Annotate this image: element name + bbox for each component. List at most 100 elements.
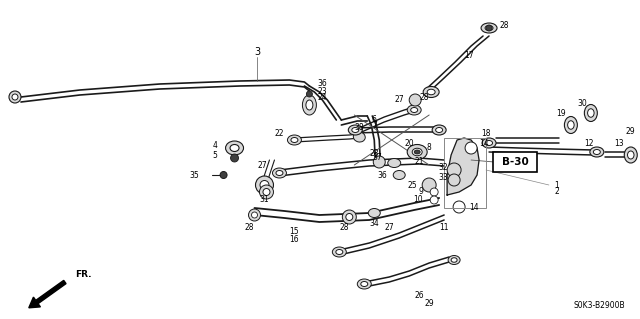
Text: 19: 19 (556, 108, 566, 117)
Ellipse shape (291, 137, 298, 143)
Ellipse shape (353, 132, 365, 142)
Polygon shape (447, 138, 479, 195)
Circle shape (346, 213, 353, 220)
Text: 1: 1 (554, 181, 559, 189)
Text: FR.: FR. (75, 270, 92, 279)
Text: 26: 26 (414, 291, 424, 300)
Circle shape (447, 163, 461, 177)
Ellipse shape (276, 170, 283, 175)
Ellipse shape (411, 108, 418, 113)
Text: 11: 11 (440, 224, 449, 233)
Ellipse shape (568, 121, 574, 129)
Ellipse shape (407, 145, 427, 160)
Text: 29: 29 (424, 299, 434, 308)
Circle shape (342, 210, 356, 224)
Text: 7: 7 (372, 122, 377, 130)
Ellipse shape (482, 138, 496, 148)
Bar (444, 138, 486, 208)
Circle shape (465, 142, 477, 154)
Circle shape (430, 196, 438, 204)
Ellipse shape (584, 105, 597, 122)
Ellipse shape (628, 151, 634, 159)
Ellipse shape (564, 116, 577, 133)
Ellipse shape (448, 256, 460, 264)
Ellipse shape (588, 109, 594, 117)
Text: 18: 18 (481, 129, 491, 137)
Text: 37: 37 (372, 153, 382, 162)
Text: 5: 5 (212, 151, 218, 160)
Ellipse shape (407, 105, 421, 115)
Circle shape (263, 189, 270, 196)
Text: 36: 36 (378, 170, 387, 180)
Circle shape (9, 91, 21, 103)
Text: 33: 33 (438, 173, 448, 182)
Ellipse shape (388, 159, 401, 167)
Text: 21: 21 (415, 158, 424, 167)
Text: 31: 31 (260, 196, 269, 204)
Text: 32: 32 (438, 164, 448, 173)
Text: B-30: B-30 (502, 157, 529, 167)
Ellipse shape (361, 281, 368, 286)
Text: 29: 29 (626, 128, 636, 137)
Ellipse shape (590, 147, 604, 157)
Circle shape (430, 188, 438, 196)
Ellipse shape (306, 100, 313, 110)
Circle shape (220, 172, 227, 179)
Ellipse shape (368, 209, 380, 218)
Ellipse shape (485, 26, 493, 31)
Ellipse shape (423, 86, 439, 98)
Circle shape (260, 181, 269, 189)
Ellipse shape (303, 95, 316, 115)
Ellipse shape (486, 140, 493, 145)
Ellipse shape (287, 135, 301, 145)
Text: 15: 15 (290, 227, 300, 236)
Text: S0K3-B2900B: S0K3-B2900B (574, 300, 625, 309)
Text: 20: 20 (404, 138, 414, 147)
Text: 2: 2 (554, 188, 559, 197)
Text: 28: 28 (499, 20, 509, 29)
Text: 16: 16 (290, 235, 300, 244)
Text: 14: 14 (479, 138, 489, 147)
Circle shape (453, 201, 465, 213)
Circle shape (307, 91, 312, 97)
Text: 28: 28 (369, 149, 379, 158)
Text: 30: 30 (577, 99, 587, 108)
Circle shape (373, 156, 385, 168)
Ellipse shape (336, 249, 343, 255)
Circle shape (252, 212, 257, 218)
Ellipse shape (624, 147, 637, 163)
Circle shape (448, 174, 460, 186)
Ellipse shape (357, 279, 371, 289)
Text: 28: 28 (244, 224, 254, 233)
Circle shape (259, 185, 273, 199)
Circle shape (230, 154, 239, 162)
Text: 27: 27 (258, 160, 268, 169)
Ellipse shape (332, 247, 346, 257)
Text: 9: 9 (419, 188, 423, 197)
Text: 22: 22 (275, 129, 284, 137)
Ellipse shape (481, 23, 497, 33)
Text: 10: 10 (413, 196, 423, 204)
Ellipse shape (414, 150, 420, 154)
Ellipse shape (593, 150, 600, 154)
Text: 25: 25 (408, 181, 417, 189)
Text: 35: 35 (190, 170, 200, 180)
Text: 27: 27 (385, 222, 394, 232)
Ellipse shape (225, 141, 244, 155)
Text: 28: 28 (419, 93, 429, 101)
Ellipse shape (352, 128, 359, 132)
Text: 3: 3 (255, 47, 260, 57)
Text: 27: 27 (394, 95, 404, 105)
Text: 34: 34 (369, 219, 379, 228)
Circle shape (248, 209, 260, 221)
Ellipse shape (273, 168, 287, 178)
FancyArrow shape (29, 280, 66, 308)
Circle shape (12, 94, 18, 100)
Text: 12: 12 (584, 138, 593, 147)
Ellipse shape (432, 125, 446, 135)
Text: 6: 6 (372, 115, 377, 124)
Text: 4: 4 (212, 140, 218, 150)
Text: 28: 28 (340, 222, 349, 232)
Ellipse shape (412, 148, 422, 156)
Circle shape (255, 176, 273, 194)
